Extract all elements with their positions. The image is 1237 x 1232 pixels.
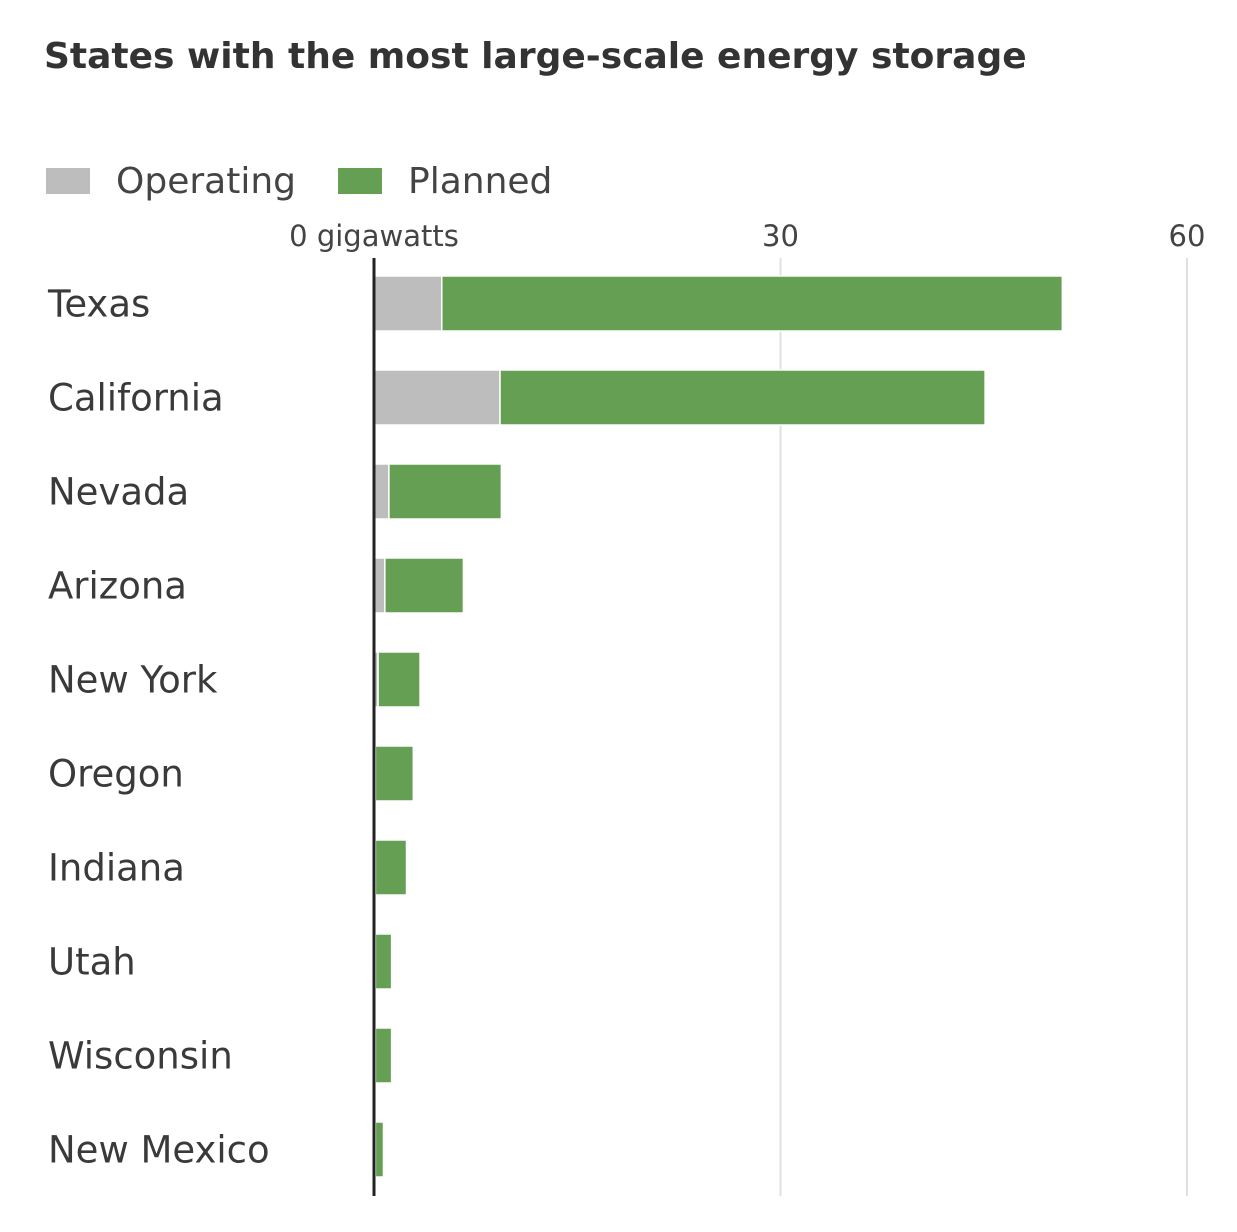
bar-utah-planned xyxy=(374,933,393,990)
x-tick-label-30: 30 xyxy=(762,219,799,253)
legend-label-planned: Planned xyxy=(407,160,553,202)
category-labels: Texas California Nevada Arizona New York Oreg… xyxy=(47,283,270,1172)
chart-legend: Operating Planned xyxy=(46,158,594,204)
category-label-wisconsin: Wisconsin xyxy=(48,1035,233,1078)
category-label-nevada: Nevada xyxy=(48,471,189,514)
category-label-oregon: Oregon xyxy=(48,753,184,796)
bar-arizona-planned xyxy=(384,557,465,614)
category-label-california: California xyxy=(48,377,224,420)
category-label-new-mexico: New Mexico xyxy=(48,1129,270,1172)
bar-oregon-planned xyxy=(374,745,415,802)
legend-item-planned: Planned xyxy=(337,160,553,202)
bar-nevada-planned xyxy=(388,463,503,520)
legend-label-operating: Operating xyxy=(116,160,296,202)
legend-item-operating: Operating xyxy=(46,161,296,202)
category-label-new-york: New York xyxy=(48,659,218,702)
bar-wisconsin-planned xyxy=(374,1027,393,1084)
bar-california-operating xyxy=(373,369,501,426)
bar-new-mexico-planned xyxy=(374,1121,385,1178)
legend-swatch-planned xyxy=(337,168,382,194)
category-label-indiana: Indiana xyxy=(48,847,185,890)
bar-california-planned xyxy=(499,369,986,426)
bar-new-york-planned xyxy=(377,651,421,708)
bars xyxy=(373,275,1064,1178)
bar-nevada-operating xyxy=(373,463,390,520)
category-label-utah: Utah xyxy=(48,941,136,984)
bar-arizona-operating xyxy=(373,557,386,614)
legend-swatch-operating xyxy=(46,168,90,194)
chart-title: States with the most large-scale energy … xyxy=(44,36,1027,77)
category-label-texas: Texas xyxy=(47,283,150,326)
bar-indiana-planned xyxy=(374,839,408,896)
x-tick-label-0: 0 gigawatts xyxy=(289,219,459,253)
bar-texas-planned xyxy=(441,275,1064,332)
x-tick-label-60: 60 xyxy=(1169,219,1206,253)
x-tick-labels: 0 gigawatts 30 60 xyxy=(289,219,1205,253)
category-label-arizona: Arizona xyxy=(48,565,187,608)
bar-texas-operating xyxy=(373,275,443,332)
